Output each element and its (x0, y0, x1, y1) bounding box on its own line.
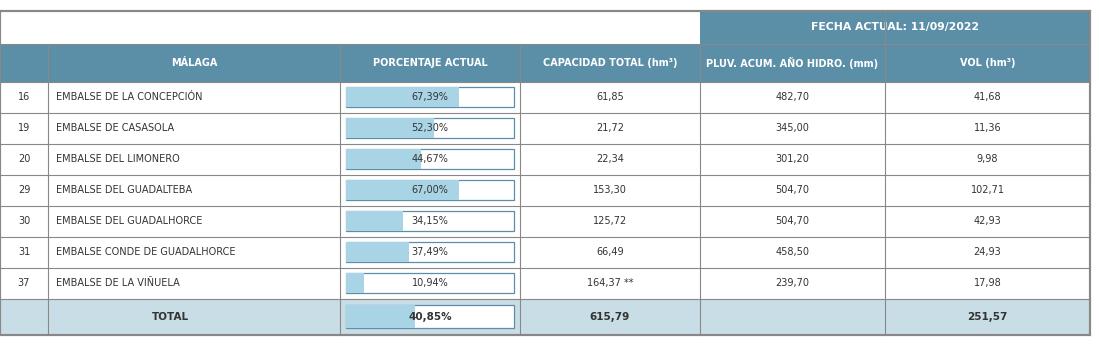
Text: 41,68: 41,68 (974, 92, 1001, 102)
Text: 37,49%: 37,49% (411, 247, 448, 257)
Text: EMBALSE DE LA CONCEPCIÓN: EMBALSE DE LA CONCEPCIÓN (56, 92, 202, 102)
Text: 67,00%: 67,00% (411, 185, 448, 195)
Bar (0, 237, 1090, 267)
Text: 17,98: 17,98 (974, 278, 1001, 288)
Text: VOL (hm³): VOL (hm³) (959, 58, 1015, 68)
Text: 20: 20 (18, 154, 30, 164)
Text: 44,67%: 44,67% (411, 154, 448, 164)
Text: 10,94%: 10,94% (412, 278, 448, 288)
Bar (0, 43, 1090, 81)
Bar (0, 298, 1090, 335)
Text: EMBALSE DEL GUADALHORCE: EMBALSE DEL GUADALHORCE (56, 216, 202, 226)
Text: 504,70: 504,70 (776, 185, 810, 195)
Text: 482,70: 482,70 (776, 92, 810, 102)
Bar (346, 149, 421, 169)
Bar (346, 118, 434, 138)
Bar (0, 206, 1090, 237)
Text: 22,34: 22,34 (596, 154, 624, 164)
Bar (346, 118, 514, 138)
Text: 504,70: 504,70 (776, 216, 810, 226)
Text: 30: 30 (18, 216, 30, 226)
Text: 301,20: 301,20 (776, 154, 810, 164)
Bar (346, 211, 514, 231)
Bar (700, 10, 1090, 43)
Text: 102,71: 102,71 (970, 185, 1004, 195)
Bar (0, 144, 1090, 175)
Bar (346, 273, 365, 293)
Text: 61,85: 61,85 (596, 92, 624, 102)
Text: 164,37 **: 164,37 ** (587, 278, 633, 288)
Bar (0, 267, 1090, 298)
Text: 16: 16 (18, 92, 30, 102)
Text: 31: 31 (18, 247, 30, 257)
Bar (346, 87, 514, 107)
Text: 24,93: 24,93 (974, 247, 1001, 257)
Text: 239,70: 239,70 (776, 278, 810, 288)
Text: 125,72: 125,72 (592, 216, 628, 226)
Text: 458,50: 458,50 (776, 247, 810, 257)
Bar (346, 273, 514, 293)
Bar (346, 180, 514, 200)
Bar (346, 305, 514, 328)
Text: PLUV. ACUM. AÑO HIDRO. (mm): PLUV. ACUM. AÑO HIDRO. (mm) (707, 57, 878, 69)
Text: 52,30%: 52,30% (411, 123, 448, 133)
Bar (0, 112, 1090, 144)
Text: 153,30: 153,30 (593, 185, 626, 195)
Text: EMBALSE CONDE DE GUADALHORCE: EMBALSE CONDE DE GUADALHORCE (56, 247, 235, 257)
Text: 29: 29 (18, 185, 30, 195)
Text: EMBALSE DE LA VIÑUELA: EMBALSE DE LA VIÑUELA (56, 278, 180, 288)
Text: FECHA ACTUAL: 11/09/2022: FECHA ACTUAL: 11/09/2022 (811, 22, 979, 32)
Text: 67,39%: 67,39% (411, 92, 448, 102)
Text: 34,15%: 34,15% (411, 216, 448, 226)
Bar (0, 175, 1090, 206)
Bar (346, 211, 403, 231)
Text: 251,57: 251,57 (967, 312, 1008, 322)
Text: 11,36: 11,36 (974, 123, 1001, 133)
Bar (346, 180, 458, 200)
Text: 615,79: 615,79 (590, 312, 630, 322)
Text: 21,72: 21,72 (596, 123, 624, 133)
Text: 9,98: 9,98 (977, 154, 998, 164)
Text: EMBALSE DE CASASOLA: EMBALSE DE CASASOLA (56, 123, 174, 133)
Bar (346, 242, 514, 262)
Bar (346, 149, 514, 169)
Text: MÁLAGA: MÁLAGA (170, 58, 218, 68)
Text: 42,93: 42,93 (974, 216, 1001, 226)
Text: PORCENTAJE ACTUAL: PORCENTAJE ACTUAL (373, 58, 487, 68)
Bar (346, 87, 459, 107)
Bar (346, 305, 414, 328)
Text: CAPACIDAD TOTAL (hm³): CAPACIDAD TOTAL (hm³) (543, 58, 677, 68)
Text: 37: 37 (18, 278, 30, 288)
Bar (0, 81, 1090, 112)
Bar (346, 242, 409, 262)
Text: EMBALSE DEL LIMONERO: EMBALSE DEL LIMONERO (56, 154, 180, 164)
Text: TOTAL: TOTAL (152, 312, 189, 322)
Text: 19: 19 (18, 123, 30, 133)
Text: 66,49: 66,49 (596, 247, 624, 257)
Text: 40,85%: 40,85% (408, 312, 452, 322)
Text: 345,00: 345,00 (776, 123, 810, 133)
Text: EMBALSE DEL GUADALTEBA: EMBALSE DEL GUADALTEBA (56, 185, 192, 195)
